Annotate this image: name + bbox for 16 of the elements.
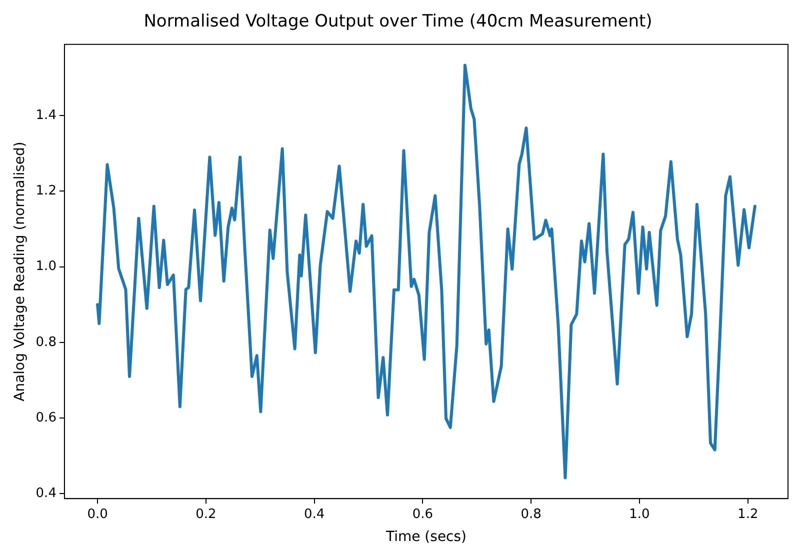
y-axis-title: Analog Voltage Reading (normalised) xyxy=(12,142,28,402)
x-tick-label: 1.2 xyxy=(738,506,758,522)
x-axis-title: Time (secs) xyxy=(384,529,467,546)
y-tick-label: 1.4 xyxy=(36,108,56,123)
y-tick-label: 0.8 xyxy=(36,334,56,350)
x-tick-label: 0.4 xyxy=(304,506,325,522)
x-tick-label: 0.8 xyxy=(520,506,542,522)
x-tick-label: 0.2 xyxy=(196,506,216,522)
x-tick-label: 0.0 xyxy=(87,506,108,522)
y-tick-label: 0.4 xyxy=(36,486,56,502)
x-tick-label: 0.6 xyxy=(412,506,434,522)
y-tick-label: 1.2 xyxy=(36,184,56,199)
y-tick-label: 1.0 xyxy=(36,259,56,274)
y-tick-label: 0.6 xyxy=(36,410,56,426)
x-tick-label: 1.0 xyxy=(629,506,650,522)
chart-title: Normalised Voltage Output over Time (40cm Measurement) xyxy=(144,12,652,32)
